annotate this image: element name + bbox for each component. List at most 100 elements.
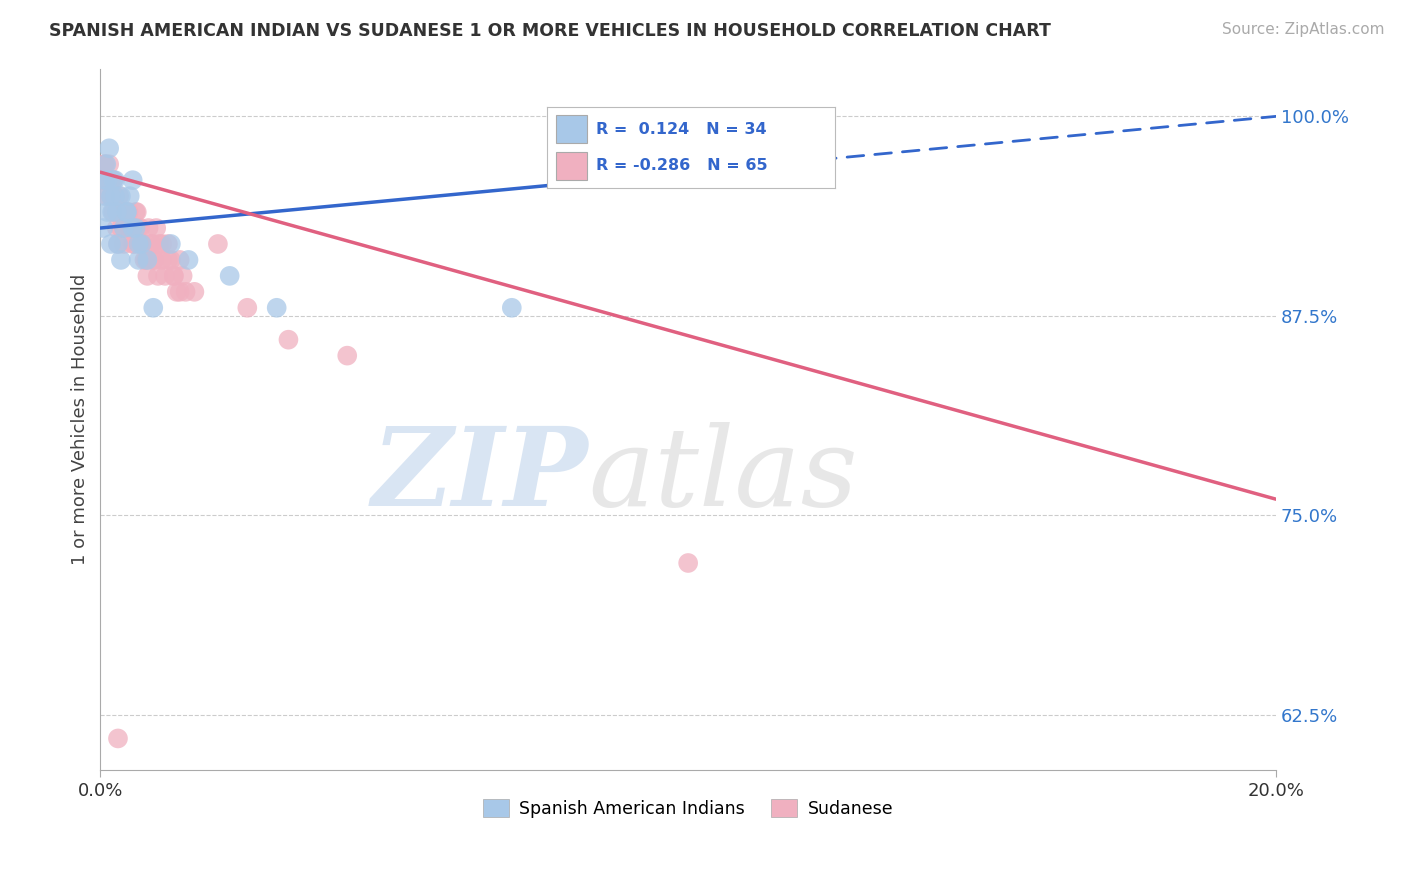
Point (138, 221, 160, 235)
Point (131, 237, 153, 252)
Point (96, 173, 118, 187)
Point (115, 205, 138, 219)
Point (166, 285, 188, 299)
Point (121, 173, 143, 187)
Legend: Spanish American Indians, Sudanese: Spanish American Indians, Sudanese (477, 792, 900, 825)
Point (501, 301, 523, 315)
Text: atlas: atlas (588, 422, 858, 529)
Point (94, 173, 117, 187)
Point (96, 173, 118, 187)
Point (101, 189, 124, 203)
Text: Source: ZipAtlas.com: Source: ZipAtlas.com (1222, 22, 1385, 37)
Point (156, 237, 179, 252)
Point (135, 252, 157, 267)
Point (110, 189, 132, 203)
Point (110, 221, 132, 235)
Point (103, 205, 125, 219)
Point (105, 205, 128, 219)
Point (142, 252, 165, 267)
Point (94, 189, 117, 203)
Point (160, 252, 183, 267)
Y-axis label: 1 or more Vehicles in Household: 1 or more Vehicles in Household (72, 274, 89, 565)
Point (118, 189, 141, 203)
Point (104, 189, 127, 203)
Point (111, 205, 134, 219)
Point (96, 205, 118, 219)
Point (120, 221, 142, 235)
Point (177, 252, 200, 267)
Point (218, 268, 240, 283)
Point (336, 349, 359, 363)
Point (139, 237, 162, 252)
Point (104, 189, 127, 203)
Point (114, 221, 136, 235)
Point (98, 141, 121, 155)
Point (100, 237, 122, 252)
Point (100, 189, 122, 203)
Point (91, 221, 114, 235)
Point (108, 189, 131, 203)
Point (174, 285, 197, 299)
Point (128, 237, 150, 252)
Point (236, 301, 259, 315)
Point (128, 221, 150, 235)
Point (98, 157, 121, 171)
Point (143, 252, 166, 267)
Point (93, 157, 115, 171)
Point (146, 268, 169, 283)
Point (169, 285, 191, 299)
Point (94, 157, 117, 171)
Point (125, 205, 148, 219)
Point (101, 205, 124, 219)
Point (129, 221, 152, 235)
Point (207, 237, 229, 252)
Point (104, 173, 127, 187)
Point (141, 237, 163, 252)
Point (107, 237, 129, 252)
Point (131, 237, 153, 252)
Point (134, 252, 156, 267)
Point (117, 205, 139, 219)
Point (124, 205, 146, 219)
Point (115, 205, 138, 219)
Text: ZIP: ZIP (371, 422, 588, 529)
Point (100, 173, 122, 187)
Point (105, 205, 128, 219)
Point (169, 252, 191, 267)
Point (145, 221, 167, 235)
Point (124, 221, 146, 235)
Point (136, 268, 159, 283)
Point (163, 268, 186, 283)
Point (121, 237, 143, 252)
Point (91, 173, 114, 187)
Point (115, 205, 138, 219)
Point (676, 556, 699, 570)
Point (96, 189, 118, 203)
Point (112, 237, 135, 252)
Point (172, 268, 194, 283)
Point (112, 221, 135, 235)
Point (100, 189, 122, 203)
Point (136, 252, 159, 267)
Point (118, 221, 141, 235)
Point (131, 237, 153, 252)
Point (110, 252, 132, 267)
Point (150, 237, 173, 252)
Point (111, 205, 134, 219)
Point (183, 285, 205, 299)
Point (107, 237, 129, 252)
Point (163, 268, 186, 283)
Point (150, 252, 173, 267)
Point (103, 173, 125, 187)
Point (107, 731, 129, 746)
Point (121, 221, 143, 235)
Point (153, 268, 176, 283)
Text: SPANISH AMERICAN INDIAN VS SUDANESE 1 OR MORE VEHICLES IN HOUSEHOLD CORRELATION : SPANISH AMERICAN INDIAN VS SUDANESE 1 OR… (49, 22, 1052, 40)
Point (105, 221, 128, 235)
Point (124, 237, 146, 252)
Point (266, 301, 288, 315)
Point (103, 173, 125, 187)
Point (277, 333, 299, 347)
Point (96, 157, 118, 171)
Point (148, 237, 170, 252)
